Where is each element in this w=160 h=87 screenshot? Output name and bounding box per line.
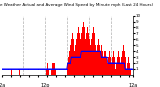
Bar (74, 45, 75, 75)
Bar (82, 27, 83, 75)
Bar (71, 39, 72, 75)
Bar (51, 69, 52, 75)
Bar (75, 45, 76, 75)
Bar (83, 22, 84, 75)
Bar (124, 51, 125, 75)
Bar (122, 51, 123, 75)
Bar (94, 33, 95, 75)
Bar (72, 33, 73, 75)
Text: Milwaukee Weather Actual and Average Wind Speed by Minute mph (Last 24 Hours): Milwaukee Weather Actual and Average Win… (0, 3, 153, 7)
Bar (86, 33, 87, 75)
Bar (119, 57, 120, 75)
Bar (105, 51, 106, 75)
Bar (19, 69, 20, 75)
Bar (99, 45, 100, 75)
Bar (111, 63, 112, 75)
Bar (79, 33, 80, 75)
Bar (73, 39, 74, 75)
Bar (127, 63, 128, 75)
Bar (108, 57, 109, 75)
Bar (130, 69, 131, 75)
Bar (88, 33, 89, 75)
Bar (69, 51, 70, 75)
Text: 12a: 12a (128, 83, 137, 87)
Bar (96, 51, 97, 75)
Bar (78, 27, 79, 75)
Text: 12a: 12a (0, 83, 6, 87)
Bar (118, 51, 119, 75)
Bar (126, 69, 127, 75)
Bar (77, 33, 78, 75)
Bar (115, 63, 116, 75)
Bar (121, 57, 122, 75)
Bar (114, 57, 115, 75)
Bar (98, 39, 99, 75)
Bar (80, 39, 81, 75)
Bar (85, 39, 86, 75)
Bar (112, 57, 113, 75)
Bar (90, 45, 91, 75)
Bar (97, 45, 98, 75)
Bar (128, 57, 129, 75)
Bar (52, 63, 53, 75)
Bar (89, 39, 90, 75)
Bar (113, 51, 114, 75)
Bar (106, 57, 107, 75)
Bar (116, 63, 117, 75)
Bar (70, 45, 71, 75)
Bar (91, 39, 92, 75)
Bar (76, 39, 77, 75)
Bar (100, 51, 101, 75)
Bar (67, 63, 68, 75)
Bar (55, 69, 56, 75)
Bar (101, 45, 102, 75)
Bar (47, 63, 48, 75)
Bar (103, 57, 104, 75)
Bar (81, 33, 82, 75)
Bar (110, 57, 111, 75)
Bar (104, 45, 105, 75)
Bar (11, 69, 12, 75)
Bar (46, 69, 47, 75)
Bar (120, 63, 121, 75)
Bar (125, 63, 126, 75)
Bar (102, 51, 103, 75)
Bar (84, 33, 85, 75)
Bar (54, 63, 55, 75)
Bar (109, 51, 110, 75)
Bar (87, 27, 88, 75)
Bar (129, 63, 130, 75)
Bar (93, 27, 94, 75)
Bar (123, 45, 124, 75)
Text: 12p: 12p (41, 83, 50, 87)
Bar (53, 63, 54, 75)
Bar (117, 57, 118, 75)
Bar (92, 33, 93, 75)
Bar (68, 57, 69, 75)
Bar (48, 69, 49, 75)
Bar (95, 39, 96, 75)
Bar (107, 63, 108, 75)
